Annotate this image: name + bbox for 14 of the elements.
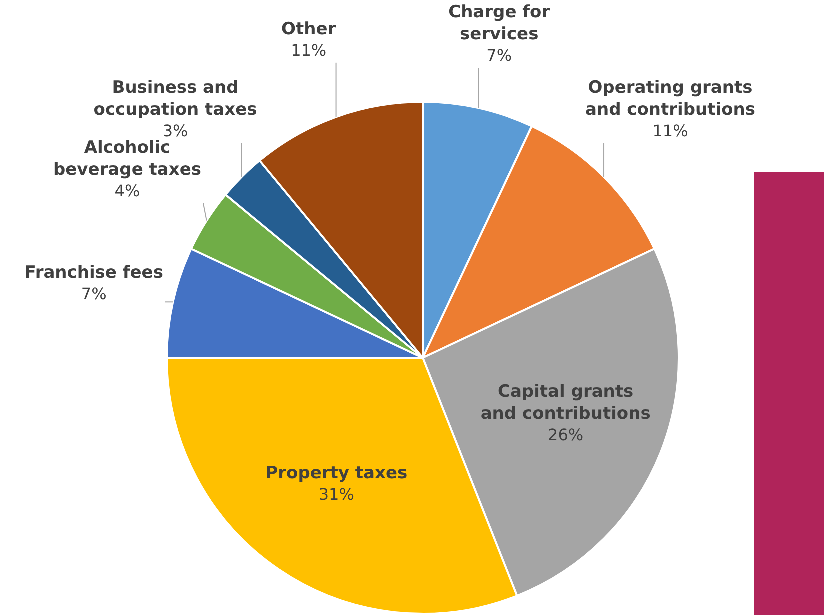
data-label: 4% <box>114 182 140 201</box>
data-label: 31% <box>318 485 354 504</box>
data-label: 11% <box>291 41 327 60</box>
data-label: 26% <box>548 426 584 445</box>
slice-label: Property taxes <box>266 463 408 484</box>
data-label: 7% <box>81 284 107 304</box>
slice-label: Capital grants and contributions <box>480 382 651 424</box>
slice-label: Charge for services <box>448 2 551 44</box>
slice-label: Operating grants and contributions <box>585 78 756 120</box>
slice-label: Franchise fees <box>24 262 164 283</box>
slice-label: Business and occupation taxes <box>94 78 258 120</box>
slice-label: Other <box>282 19 337 40</box>
data-label: 7% <box>486 46 512 66</box>
data-label: 11% <box>652 122 688 141</box>
